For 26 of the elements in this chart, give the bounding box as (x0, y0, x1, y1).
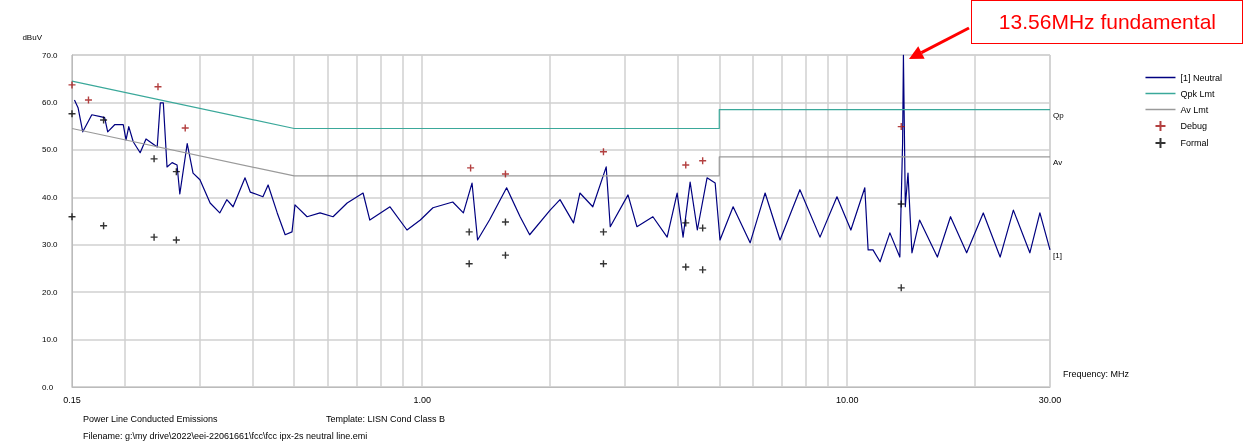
y-tick-label: 50.0 (42, 145, 59, 155)
text: Power Line Conducted Emissions (83, 413, 219, 424)
legend-label: Debug (1180, 121, 1208, 131)
y-tick-label: 70.0 (42, 50, 59, 60)
x-axis-title: Frequency: MHz (1063, 368, 1130, 379)
y-tick-label: 60.0 (42, 97, 59, 107)
x-tick-label: 30.00 (1038, 394, 1062, 405)
text: [1] (1053, 251, 1062, 261)
legend-label: Formal (1180, 138, 1209, 148)
x-tick-label: 10.00 (835, 394, 859, 405)
legend-label: Qpk Lmt (1180, 88, 1215, 99)
y-tick-label: 30.0 (42, 240, 59, 250)
text: Av (1053, 158, 1063, 168)
x-tick-label: 0.15 (63, 394, 81, 405)
y-tick-label: 20.0 (42, 287, 59, 297)
x-tick-label: 1.00 (413, 394, 431, 405)
legend-label: Av Lmt (1180, 104, 1209, 115)
text: Template: LISN Cond Class B (326, 413, 446, 424)
text: Qp (1053, 111, 1065, 121)
text: Filename: g:\my drive\2022\eei-22061661\fcc\fcc ipx-2s neutral line.emi (83, 430, 368, 441)
legend-label: [1] Neutral (1180, 72, 1223, 83)
y-tick-label: 40.0 (42, 192, 59, 202)
text: 13.56MHz fundamental (971, 0, 1244, 44)
y-tick-label: 0.0 (42, 382, 54, 392)
y-axis-title: dBuV (22, 32, 43, 42)
y-tick-label: 10.0 (42, 335, 59, 345)
